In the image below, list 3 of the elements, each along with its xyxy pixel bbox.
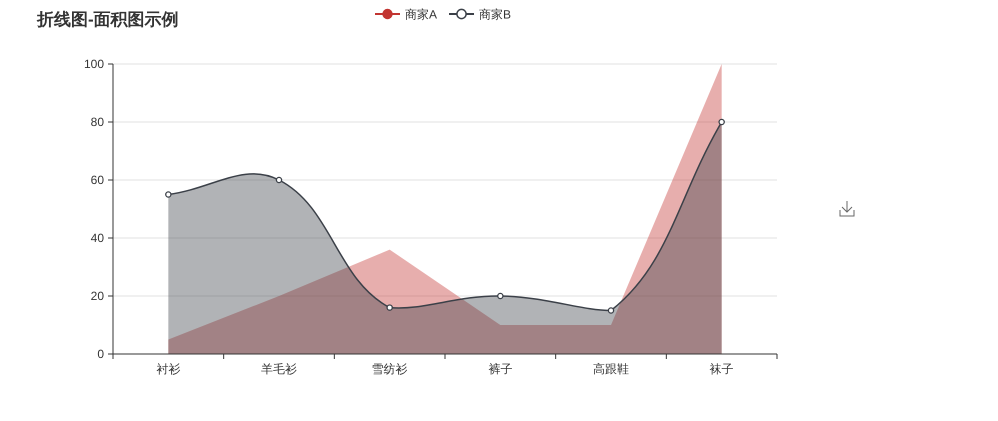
title: 折线图-面积图示例 bbox=[37, 10, 179, 29]
legend-label: 商家A bbox=[405, 8, 438, 22]
legend-label: 商家B bbox=[479, 8, 512, 22]
